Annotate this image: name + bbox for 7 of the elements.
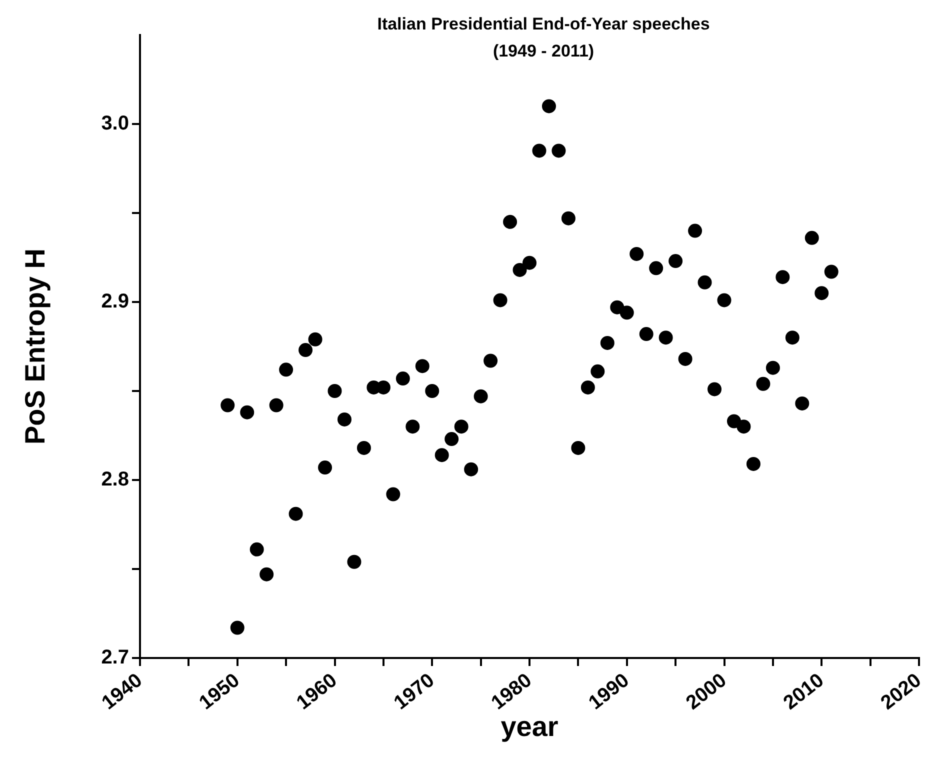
y-tick-label: 2.9 — [101, 290, 129, 313]
y-tick-label: 2.7 — [101, 646, 129, 669]
y-axis-title: PoS Entropy H — [20, 248, 51, 445]
chart-title: Italian Presidential End-of-Year speeches (1949 - 2011) — [377, 14, 710, 61]
y-tick-label: 2.8 — [101, 468, 129, 491]
x-axis-title: year — [500, 710, 558, 742]
y-tick-label: 3.0 — [101, 112, 129, 135]
